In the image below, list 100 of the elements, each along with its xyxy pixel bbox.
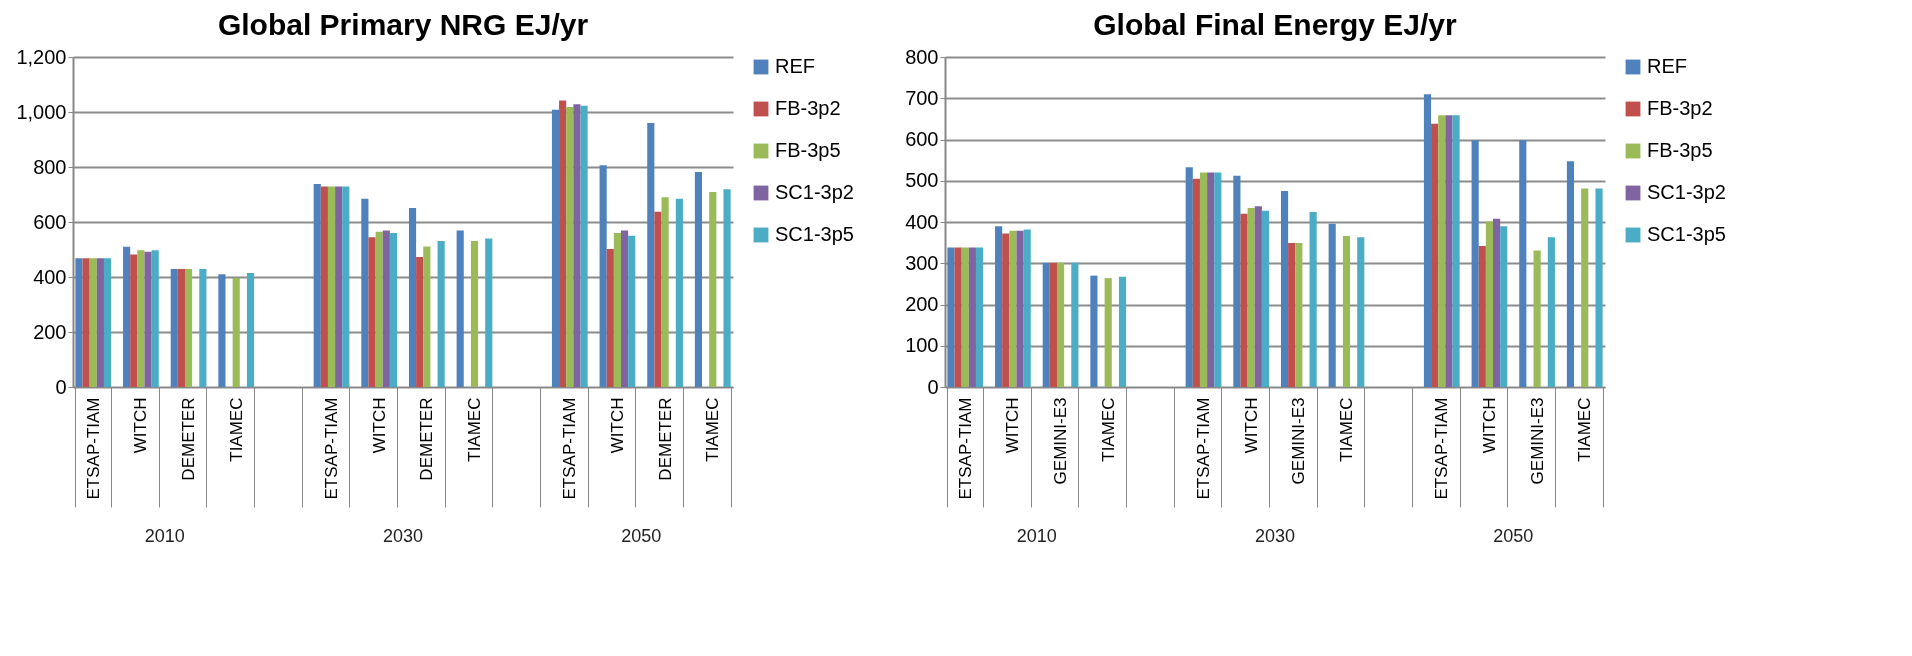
bar <box>1009 230 1017 387</box>
bar <box>382 230 390 387</box>
bar <box>1438 115 1446 387</box>
legend-label: REF <box>1647 55 1687 77</box>
bar <box>1500 226 1508 387</box>
y-tick-label: 200 <box>905 293 939 315</box>
bar <box>1042 262 1050 387</box>
bar <box>1254 206 1262 387</box>
bar <box>559 100 567 387</box>
bar <box>437 240 445 387</box>
y-tick-label: 700 <box>905 86 939 109</box>
bar <box>170 269 178 387</box>
bar <box>661 197 669 387</box>
legend-label: SC1-3p5 <box>775 223 854 245</box>
text: 2030 <box>1254 526 1296 546</box>
x-tick-label: WITCH <box>1479 397 1499 454</box>
x-tick-label: ETSAP-TIAM <box>322 397 342 500</box>
bar <box>1533 250 1541 387</box>
bar <box>1581 188 1589 387</box>
bar <box>123 246 131 387</box>
bar <box>621 230 629 387</box>
bar <box>628 235 636 387</box>
bar <box>1240 213 1248 387</box>
bar <box>694 171 703 387</box>
bar <box>246 272 255 387</box>
bar <box>1471 140 1479 387</box>
text: 2010 <box>1016 526 1057 546</box>
bar <box>1023 229 1031 387</box>
bar <box>485 238 493 387</box>
legend-label: SC1-3p2 <box>1647 181 1726 203</box>
x-tick-label: ETSAP-TIAM <box>1432 397 1452 500</box>
bar <box>1090 275 1098 387</box>
bar <box>89 258 97 387</box>
bar <box>995 226 1003 387</box>
bar <box>613 233 622 387</box>
y-tick-label: 0 <box>927 375 939 398</box>
y-tick-label: 600 <box>905 128 939 150</box>
bar <box>368 237 376 387</box>
bar <box>1185 167 1193 387</box>
bar <box>573 104 581 387</box>
y-tick-label: 500 <box>905 169 939 192</box>
x-tick-label: WITCH <box>607 397 627 454</box>
bar <box>75 258 83 387</box>
bar <box>1049 262 1057 387</box>
bar <box>1547 237 1555 387</box>
legend-label: FB-3p5 <box>1647 139 1713 161</box>
x-tick-label: WITCH <box>131 397 151 454</box>
bar <box>1295 243 1303 387</box>
bar <box>184 269 193 387</box>
bar <box>1002 233 1010 387</box>
bar <box>361 198 369 387</box>
chart-title: Global Primary NRG EJ/yr <box>217 8 589 41</box>
bar <box>551 109 560 387</box>
text: 2050 <box>621 526 662 546</box>
bar <box>375 231 383 387</box>
bar <box>709 192 717 387</box>
bar <box>1104 278 1112 387</box>
x-tick-label: TIAMEC <box>1098 397 1118 462</box>
bar <box>177 269 185 387</box>
y-tick-label: 300 <box>905 251 939 274</box>
bar <box>1485 221 1494 387</box>
x-tick-label: ETSAP-TIAM <box>83 397 103 500</box>
x-tick-label: DEMETER <box>655 397 675 481</box>
x-tick-label: TIAMEC <box>1575 397 1595 462</box>
bar <box>1199 172 1208 387</box>
bar <box>313 184 321 387</box>
x-tick-label: DEMETER <box>179 397 199 481</box>
chart-title: Global Final Energy EJ/yr <box>1093 8 1458 41</box>
bar <box>1478 245 1486 387</box>
bar <box>1519 140 1527 387</box>
bar <box>199 269 207 387</box>
y-tick-label: 1,000 <box>16 100 67 123</box>
x-tick-label: WITCH <box>369 397 389 454</box>
bar <box>1342 236 1351 387</box>
bar <box>1566 161 1575 387</box>
bar <box>423 246 431 387</box>
bar <box>1247 207 1255 387</box>
x-tick-label: TIAMEC <box>703 397 723 462</box>
bar <box>1207 172 1215 387</box>
bar <box>1280 191 1289 387</box>
bar <box>342 186 350 387</box>
text: 2010 <box>144 526 185 546</box>
bar <box>947 247 955 387</box>
y-tick-label: 200 <box>33 320 67 343</box>
legend-label: FB-3p2 <box>1647 97 1713 119</box>
bar <box>968 247 976 387</box>
legend-label: FB-3p2 <box>775 97 841 119</box>
bar <box>408 207 417 387</box>
y-tick-label: 100 <box>905 334 939 357</box>
bar <box>1595 188 1603 387</box>
legend-label: SC1-3p2 <box>775 181 854 203</box>
legend-label: FB-3p5 <box>775 139 841 161</box>
bar <box>1328 223 1336 387</box>
x-tick-label: ETSAP-TIAM <box>560 397 580 500</box>
bar <box>1431 123 1439 387</box>
x-tick-label: WITCH <box>1003 397 1023 454</box>
bar <box>1288 243 1296 387</box>
x-tick-label: TIAMEC <box>226 397 246 462</box>
bar <box>1233 175 1241 387</box>
y-tick-label: 600 <box>33 210 67 233</box>
